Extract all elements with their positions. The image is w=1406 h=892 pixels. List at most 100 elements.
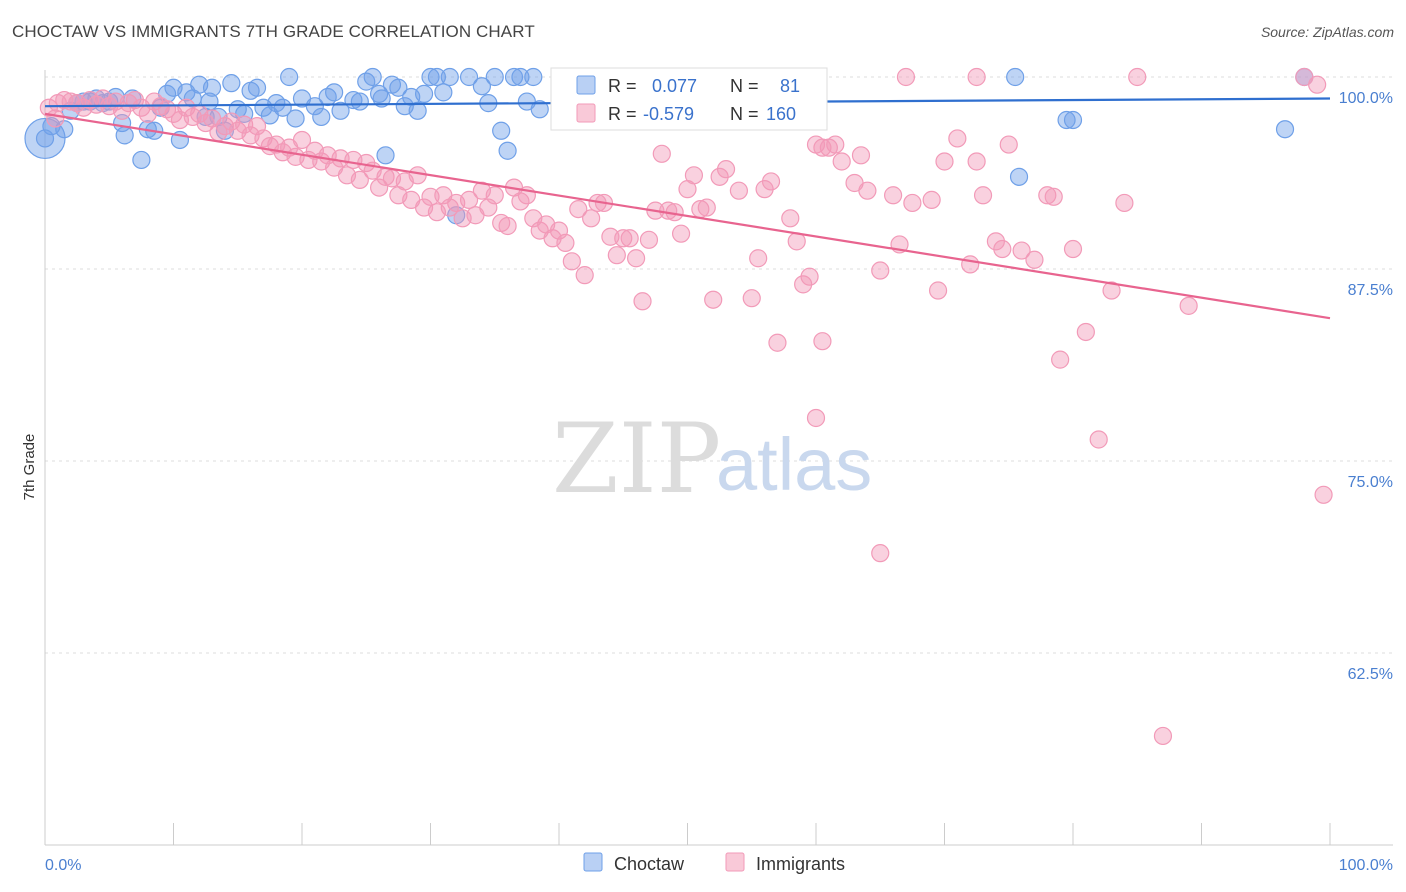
legend-bottom-label-immigrants: Immigrants <box>756 854 845 874</box>
legend-bottom-swatch-immigrants <box>725 852 745 872</box>
data-point <box>414 84 434 103</box>
watermark: ZIP atlas <box>552 403 872 515</box>
data-point <box>408 101 427 120</box>
legend-top-box <box>550 67 828 131</box>
data-point <box>1128 67 1147 87</box>
data-point <box>575 266 594 285</box>
data-point <box>408 166 427 185</box>
data-point <box>652 144 671 163</box>
data-point <box>761 172 781 191</box>
data-point <box>440 198 459 217</box>
data-point <box>350 92 369 111</box>
data-point <box>504 67 524 87</box>
data-point <box>883 186 903 205</box>
data-point <box>305 97 324 116</box>
data-point <box>999 135 1018 154</box>
data-point <box>459 67 479 87</box>
legend-top-r-label-choctaw: R = <box>608 76 637 96</box>
x-tick-label-min: 0.0% <box>45 857 81 874</box>
data-point <box>39 98 58 117</box>
data-point <box>851 146 871 165</box>
legend-bottom-swatch-choctaw <box>583 852 603 872</box>
data-point <box>440 67 459 87</box>
y-axis-label: 7th Grade <box>21 434 38 501</box>
data-point <box>524 67 543 87</box>
data-point <box>742 289 761 308</box>
data-point <box>806 408 826 428</box>
data-point <box>671 224 691 243</box>
data-point <box>967 152 986 171</box>
data-point <box>280 67 299 87</box>
legend-top-r-value-immigrants: -0.579 <box>643 104 694 124</box>
data-point <box>530 100 549 119</box>
y-tick-label: 62.5% <box>1348 666 1393 683</box>
data-point <box>922 190 941 209</box>
data-point <box>1025 250 1044 269</box>
data-point <box>363 67 382 87</box>
data-point <box>903 193 922 213</box>
data-point <box>115 126 134 145</box>
grid-lines <box>45 76 1393 654</box>
data-point <box>928 281 948 300</box>
data-point <box>222 74 241 93</box>
data-point <box>639 230 659 249</box>
data-point <box>434 83 453 102</box>
legend-bottom-label-choctaw: Choctaw <box>614 854 685 874</box>
data-point <box>312 107 331 127</box>
series-choctaw-points <box>24 67 1314 225</box>
legend-top: R = 0.077 N = 81 R = -0.579 N = 160 <box>550 67 828 131</box>
data-point <box>562 252 581 271</box>
data-point <box>485 186 504 205</box>
data-point <box>472 77 491 96</box>
data-point <box>871 544 890 563</box>
data-point <box>800 267 819 286</box>
data-point <box>485 67 504 87</box>
data-point <box>620 229 639 248</box>
trend-line-immigrants <box>44 112 1331 320</box>
watermark-zip: ZIP <box>552 403 721 515</box>
data-point <box>498 216 517 236</box>
data-point <box>961 255 980 274</box>
data-point <box>46 109 65 128</box>
data-point <box>697 198 716 217</box>
data-point <box>389 78 408 97</box>
watermark-atlas: atlas <box>716 423 872 506</box>
y-tick-label: 87.5% <box>1348 282 1393 299</box>
data-point <box>1076 322 1095 342</box>
data-point <box>247 78 267 97</box>
legend-top-n-label-immigrants: N = <box>730 104 759 124</box>
data-point <box>459 190 479 209</box>
data-point <box>370 178 389 197</box>
data-point <box>372 89 391 108</box>
data-point <box>427 67 447 87</box>
data-point <box>556 233 575 252</box>
data-point <box>1006 67 1025 87</box>
data-point <box>292 130 312 150</box>
data-point <box>1102 281 1121 300</box>
data-point <box>614 229 633 248</box>
legend-top-r-value-choctaw: 0.077 <box>652 76 697 96</box>
data-point <box>704 290 723 309</box>
data-point <box>973 186 993 205</box>
data-point <box>633 292 652 311</box>
data-point <box>421 67 440 87</box>
data-point <box>331 101 350 120</box>
data-point <box>813 332 832 351</box>
data-point <box>749 249 768 268</box>
data-point <box>896 67 916 87</box>
data-point <box>1308 75 1327 94</box>
chart-title: CHOCTAW VS IMMIGRANTS 7TH GRADE CORRELAT… <box>12 22 535 41</box>
data-point <box>350 170 369 190</box>
data-point <box>729 181 749 200</box>
data-point <box>1275 120 1295 139</box>
data-point <box>1115 193 1134 213</box>
legend-bottom: Choctaw Immigrants <box>583 852 845 874</box>
data-point <box>1044 187 1063 206</box>
data-point <box>1153 726 1173 746</box>
data-point <box>1063 239 1083 259</box>
data-point <box>376 146 395 165</box>
data-point <box>1051 350 1070 369</box>
data-point <box>1009 167 1029 186</box>
y-tick-label: 75.0% <box>1348 474 1393 491</box>
